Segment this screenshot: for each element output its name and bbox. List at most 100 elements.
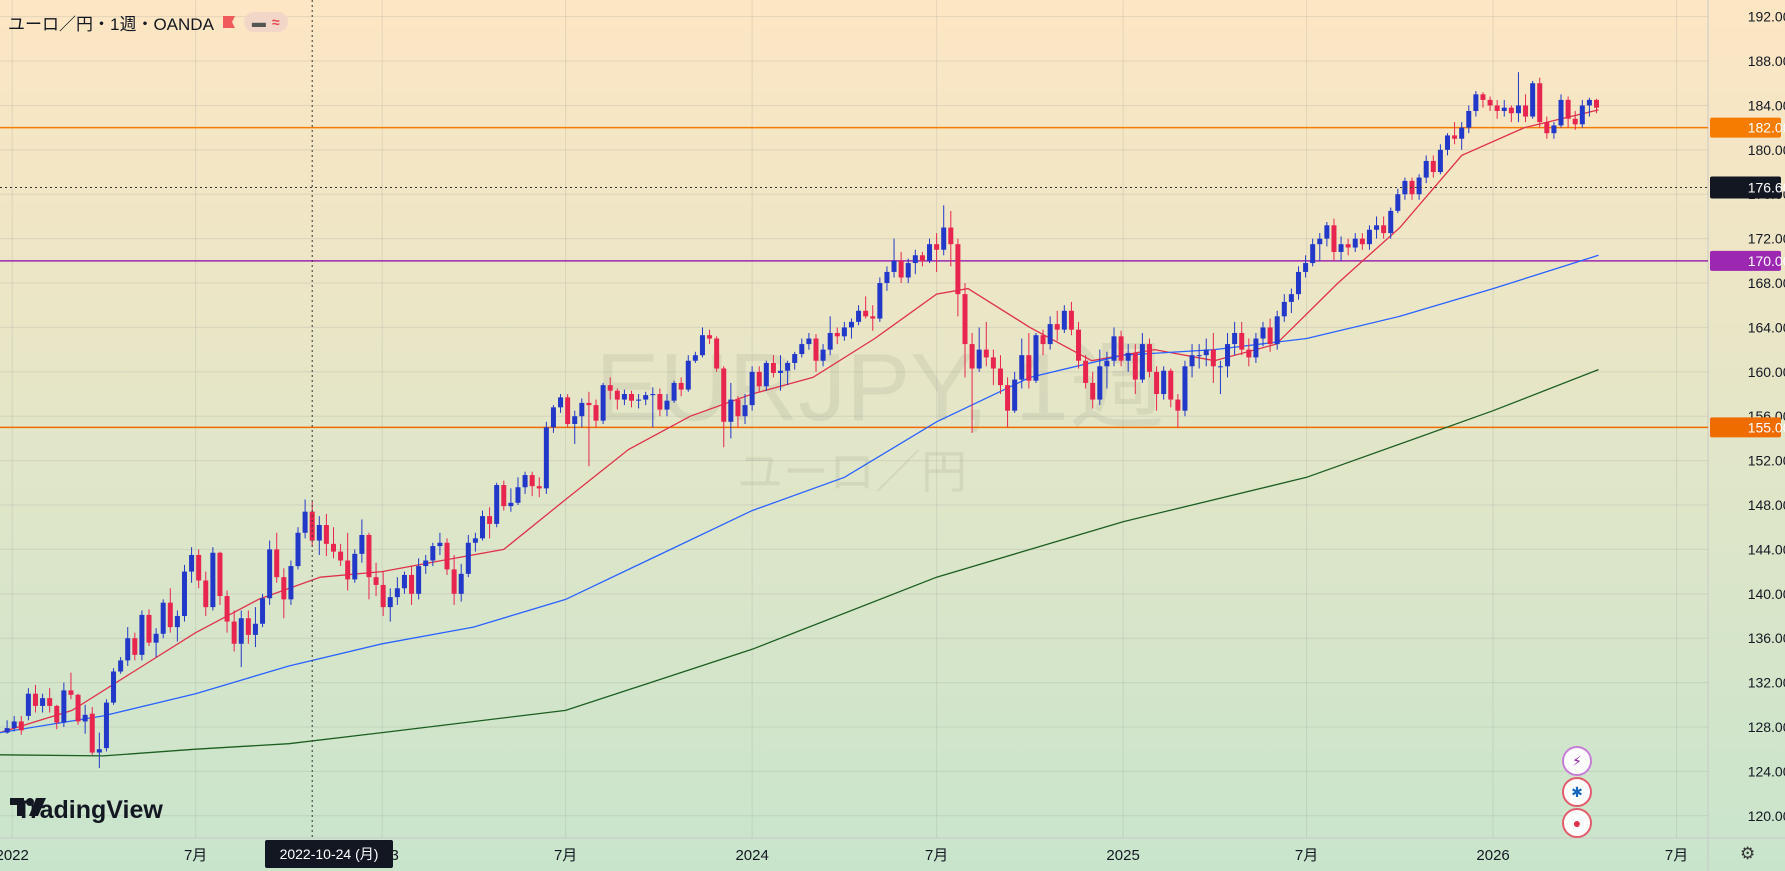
candle-body	[650, 394, 656, 396]
candle-body	[288, 566, 294, 600]
candle-body	[891, 260, 897, 272]
candle-body	[1452, 135, 1458, 139]
candle-body	[54, 705, 60, 723]
candle-body	[181, 571, 187, 617]
candle-body	[579, 402, 585, 417]
candle-body	[898, 260, 904, 278]
candle-body	[224, 596, 230, 622]
y-tick-label: 192.000	[1748, 9, 1785, 25]
candle-body	[274, 549, 280, 578]
candle-body	[210, 552, 216, 608]
candle-body	[217, 552, 223, 597]
indicator-pill[interactable]: ▬ ≈	[243, 12, 288, 32]
candle-body	[345, 560, 351, 580]
wave-icon[interactable]: ≈	[271, 14, 280, 30]
horizontal-line-price-box	[1710, 117, 1781, 138]
candle-body	[1118, 336, 1124, 361]
candle-body	[593, 405, 599, 421]
candle-body	[536, 486, 542, 489]
symbol-title[interactable]: ユーロ／円・1週・OANDA	[8, 14, 214, 34]
candle-body	[4, 728, 10, 733]
y-tick-label: 160.000	[1748, 364, 1785, 380]
candle-body	[82, 714, 88, 722]
candle-body	[636, 399, 642, 401]
candle-body	[1523, 105, 1529, 117]
candle-body	[770, 362, 776, 373]
candle-body	[877, 283, 883, 319]
candle-body	[529, 475, 535, 487]
candle-body	[1345, 244, 1351, 248]
candle-body	[572, 416, 578, 424]
candle-body	[238, 618, 244, 644]
candle-body	[1310, 244, 1316, 264]
candle-body	[245, 618, 251, 635]
candle-body	[103, 702, 109, 749]
candle-body	[742, 405, 748, 417]
candle-body	[1005, 385, 1011, 411]
candle-body	[948, 227, 954, 245]
candle-body	[1097, 366, 1103, 400]
lightning-icon[interactable]: ⚡	[1562, 746, 1592, 776]
candle-body	[1515, 105, 1521, 114]
candle-body	[231, 621, 237, 644]
candle-body	[884, 271, 890, 284]
candle-body	[153, 633, 159, 643]
candle-body	[196, 554, 202, 581]
candle-body	[905, 263, 911, 278]
candle-body	[827, 332, 833, 350]
candle-body	[359, 534, 365, 554]
candle-body	[1295, 271, 1301, 295]
candle-body	[281, 577, 287, 600]
candle-body	[841, 327, 847, 337]
candle-body	[1374, 225, 1380, 230]
candle-body	[678, 382, 684, 390]
candle-body	[118, 660, 124, 672]
candle-body	[465, 542, 471, 574]
candle-body	[1061, 310, 1067, 330]
candle-body	[1430, 160, 1436, 173]
candle-body	[1083, 360, 1089, 383]
candle-body	[1388, 210, 1394, 234]
candle-body	[735, 399, 741, 417]
candle-body	[160, 602, 166, 634]
tradingview-logo[interactable]: TradingView	[10, 796, 163, 825]
gear-icon[interactable]: ⚙	[1740, 844, 1756, 863]
candle-body	[1444, 135, 1450, 150]
candle-body	[1076, 329, 1082, 361]
candle-body	[785, 362, 791, 371]
candle-body	[1161, 370, 1167, 395]
candle-body	[1047, 324, 1053, 345]
record-icon[interactable]: ●	[1562, 808, 1592, 838]
candle-body	[1537, 83, 1543, 123]
candle-body	[323, 524, 329, 544]
flag-icon[interactable]	[222, 15, 236, 29]
candle-body	[1416, 177, 1422, 195]
x-tick-label: 7月	[1665, 847, 1688, 864]
candle-body	[409, 574, 415, 594]
candle-body	[302, 511, 308, 533]
y-tick-label: 188.000	[1748, 53, 1785, 69]
candle-body	[316, 524, 322, 541]
x-tick-label: 2022	[0, 847, 29, 864]
candle-body	[1274, 316, 1280, 345]
candle-body	[1139, 344, 1145, 380]
candle-body	[444, 542, 450, 570]
candle-body	[1331, 225, 1337, 252]
candle-body	[260, 598, 266, 624]
candle-body	[416, 566, 422, 594]
eye-icon[interactable]: ▬	[251, 14, 266, 30]
y-tick-label: 124.000	[1748, 763, 1785, 779]
horizontal-line-price-box	[1710, 250, 1781, 271]
candle-body	[586, 402, 592, 406]
candle-body	[1104, 360, 1110, 367]
candle-body	[32, 693, 38, 706]
candle-body	[543, 427, 549, 489]
y-tick-label: 128.000	[1748, 719, 1785, 735]
candle-body	[1359, 238, 1365, 245]
candle-body	[1182, 366, 1188, 411]
candle-body	[756, 371, 762, 387]
clock-icon[interactable]: ✱	[1562, 777, 1592, 807]
candle-body	[132, 638, 138, 655]
candle-body	[1366, 229, 1372, 245]
